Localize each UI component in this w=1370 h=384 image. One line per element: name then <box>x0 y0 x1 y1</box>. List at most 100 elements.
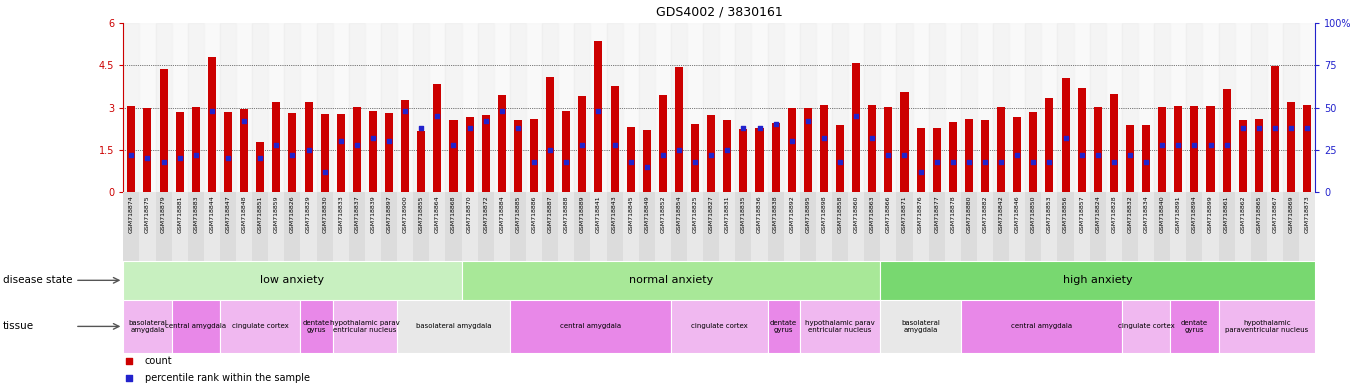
Point <box>266 142 288 148</box>
Bar <box>433 84 441 192</box>
Bar <box>1122 23 1138 192</box>
Bar <box>752 23 767 192</box>
Bar <box>1041 192 1058 261</box>
Bar <box>1154 192 1170 261</box>
Bar <box>767 192 784 261</box>
Bar <box>316 23 333 192</box>
Bar <box>510 300 671 353</box>
Bar <box>912 23 929 192</box>
Text: GSM718836: GSM718836 <box>758 195 762 233</box>
Bar <box>881 192 896 261</box>
Bar <box>337 114 345 192</box>
Bar <box>349 23 364 192</box>
Bar <box>127 106 136 192</box>
Text: GSM718864: GSM718864 <box>434 195 440 233</box>
Bar <box>123 261 462 300</box>
Bar <box>236 23 252 192</box>
Point <box>475 118 497 124</box>
Text: GSM718827: GSM718827 <box>708 195 714 233</box>
Bar <box>945 23 960 192</box>
Bar <box>223 112 232 192</box>
Bar <box>159 69 167 192</box>
Text: GSM718878: GSM718878 <box>951 195 955 233</box>
Bar <box>622 192 638 261</box>
Text: GSM718825: GSM718825 <box>693 195 697 233</box>
Text: GSM718856: GSM718856 <box>1063 195 1069 233</box>
Point <box>700 152 722 158</box>
Bar <box>1106 192 1122 261</box>
Bar <box>1025 23 1041 192</box>
Bar <box>1138 192 1154 261</box>
Point <box>345 142 367 148</box>
Bar <box>719 23 736 192</box>
Text: central amygdala: central amygdala <box>166 323 226 329</box>
Bar <box>1203 23 1218 192</box>
Bar <box>269 23 285 192</box>
Point <box>781 138 803 144</box>
Point <box>829 159 851 165</box>
Text: GSM718871: GSM718871 <box>901 195 907 233</box>
Bar <box>188 23 204 192</box>
Bar <box>832 23 848 192</box>
Bar <box>1170 23 1186 192</box>
Text: count: count <box>145 356 173 366</box>
Text: hypothalamic parav
entricular nucleus: hypothalamic parav entricular nucleus <box>806 320 875 333</box>
Bar <box>993 192 1010 261</box>
Text: GSM718839: GSM718839 <box>370 195 375 233</box>
Bar <box>466 116 474 192</box>
Bar <box>1025 192 1041 261</box>
Text: central amygdala: central amygdala <box>1011 323 1071 329</box>
Bar <box>686 23 703 192</box>
Point <box>991 159 1012 165</box>
Text: GSM718880: GSM718880 <box>966 195 971 233</box>
Point <box>1038 159 1060 165</box>
Bar <box>1303 105 1311 192</box>
Bar <box>788 108 796 192</box>
Bar <box>896 192 912 261</box>
Bar <box>140 23 156 192</box>
Bar <box>321 114 329 192</box>
Bar <box>622 23 638 192</box>
Bar <box>703 23 719 192</box>
Point <box>845 113 867 119</box>
Bar <box>429 192 445 261</box>
Point <box>330 138 352 144</box>
Bar <box>1207 106 1215 192</box>
Bar <box>1186 192 1203 261</box>
Point <box>507 125 529 131</box>
Point <box>523 159 545 165</box>
Text: GDS4002 / 3830161: GDS4002 / 3830161 <box>656 5 782 18</box>
Bar <box>1010 192 1025 261</box>
Bar <box>1014 116 1021 192</box>
Bar <box>171 192 188 261</box>
Bar <box>300 300 333 353</box>
Bar <box>333 23 349 192</box>
Text: GSM718895: GSM718895 <box>806 195 810 233</box>
Bar <box>638 192 655 261</box>
Bar <box>547 77 553 192</box>
Text: GSM718849: GSM718849 <box>644 195 649 233</box>
Bar <box>607 23 622 192</box>
Point <box>1248 125 1270 131</box>
Text: GSM718858: GSM718858 <box>837 195 843 233</box>
Text: GSM718882: GSM718882 <box>982 195 988 233</box>
Bar <box>885 107 892 192</box>
Bar <box>1154 23 1170 192</box>
Point <box>233 118 255 124</box>
Bar <box>736 192 752 261</box>
Bar <box>1174 106 1182 192</box>
Text: GSM718883: GSM718883 <box>193 195 199 233</box>
Bar <box>784 192 800 261</box>
Text: central amygdala: central amygdala <box>560 323 621 329</box>
Bar <box>1041 23 1058 192</box>
Bar <box>462 192 478 261</box>
Bar <box>316 192 333 261</box>
Bar <box>1251 192 1267 261</box>
Point <box>1184 142 1206 148</box>
Bar <box>497 95 506 192</box>
Bar <box>917 128 925 192</box>
Text: GSM718872: GSM718872 <box>484 195 488 233</box>
Bar <box>269 192 285 261</box>
Point <box>152 159 174 165</box>
Text: hypothalamic parav
entricular nucleus: hypothalamic parav entricular nucleus <box>330 320 400 333</box>
